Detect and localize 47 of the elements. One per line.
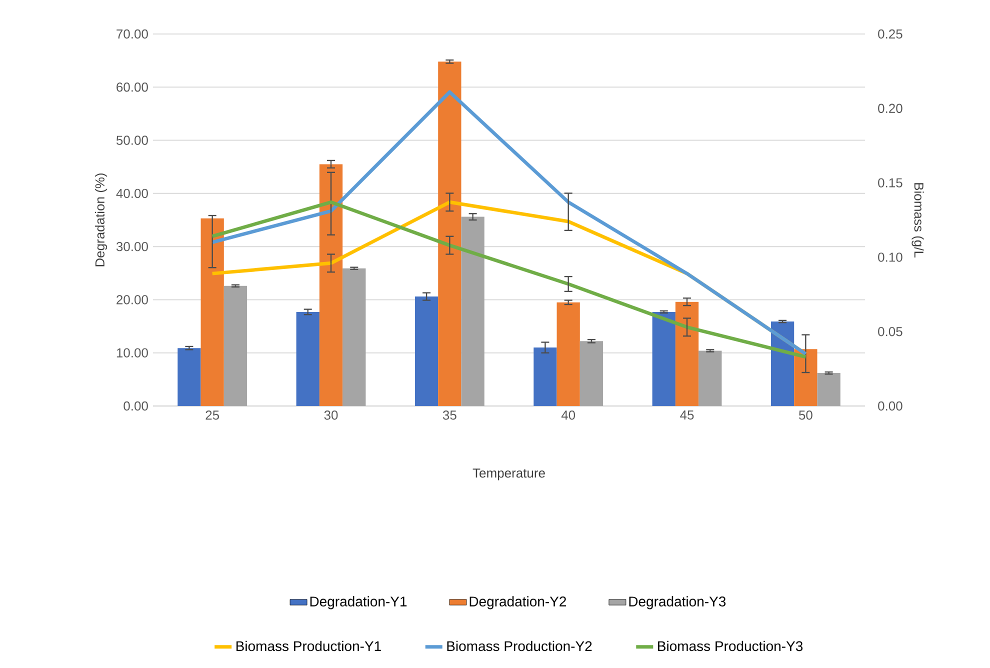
x-tick-label: 45	[680, 410, 694, 420]
legend-label: Degradation-Y1	[310, 596, 407, 610]
x-tick-label: 35	[442, 410, 456, 420]
legend-label: Degradation-Y3	[629, 596, 726, 610]
bar	[580, 341, 604, 406]
bar	[224, 286, 248, 406]
bar	[438, 62, 462, 406]
line-series	[210, 90, 808, 356]
y-tick-label: 20.00	[116, 295, 148, 304]
x-tick-label: 25	[206, 410, 220, 420]
y-tick-label: 30.00	[116, 242, 148, 252]
x-axis-title: Temperature	[472, 468, 545, 480]
bar	[178, 348, 201, 406]
y-tick-label: 0.00	[124, 401, 148, 411]
x-tick-label: 40	[561, 410, 576, 420]
bar	[652, 312, 676, 406]
legend-label: Biomass Production-Y3	[658, 640, 803, 652]
y2-tick-label: 0.00	[878, 401, 902, 411]
bar	[556, 302, 580, 406]
y2-tick-label: 0.05	[878, 326, 902, 336]
bar	[296, 312, 320, 406]
legend-label: Biomass Production-Y1	[236, 640, 381, 652]
bar	[698, 350, 722, 406]
y2-tick-label: 0.15	[878, 178, 902, 188]
x-tick-label: 30	[324, 410, 338, 420]
y-tick-label: 60.00	[116, 82, 148, 92]
bar	[200, 218, 224, 406]
bar	[675, 302, 699, 406]
bar	[342, 268, 366, 406]
y-axis-title: Degradation (%)	[94, 174, 108, 266]
bar	[461, 216, 484, 406]
y2-tick-label: 0.25	[878, 29, 902, 39]
legend-label: Degradation-Y2	[470, 596, 566, 610]
bar	[534, 348, 557, 406]
y-tick-label: 50.00	[116, 136, 148, 145]
bar	[414, 296, 438, 406]
y-tick-label: 70.00	[116, 29, 148, 39]
legend-label: Biomass Production-Y2	[447, 640, 592, 652]
bar	[794, 349, 818, 406]
y2-axis-title: Biomass (g/L	[912, 183, 924, 258]
bar	[319, 164, 343, 406]
y2-tick-label: 0.20	[878, 104, 902, 113]
y-tick-label: 10.00	[116, 348, 148, 358]
y-tick-label: 40.00	[116, 188, 148, 198]
bar	[817, 373, 840, 406]
y2-tick-label: 0.10	[878, 252, 902, 262]
x-tick-label: 50	[798, 410, 812, 420]
